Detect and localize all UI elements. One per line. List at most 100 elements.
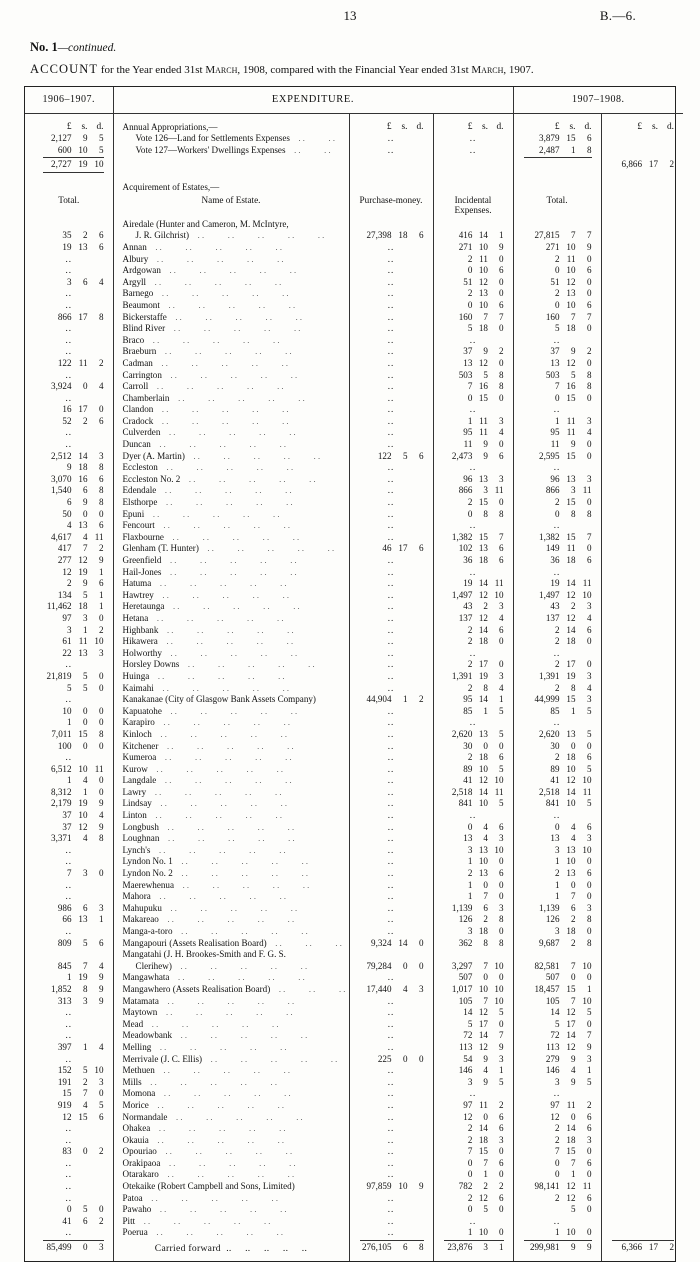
table-row: .. Kanakanae (City of Glasgow Bank Asset…	[25, 694, 683, 706]
estate-purchase-money: ..	[348, 381, 433, 393]
estate-left-total: 83 0 2	[62, 1146, 104, 1157]
estate-purchase-money: ..	[348, 520, 433, 532]
estate-purchase-money: ..	[348, 323, 433, 335]
estate-purchase-money: ..	[348, 462, 433, 474]
expenditure-table-frame: 1906–1907. EXPENDITURE. 1907–1908. £ s. d.…	[24, 86, 683, 1262]
estate-total: 98,141 12 11	[512, 1181, 601, 1193]
estate-incidental: ..	[432, 334, 513, 347]
estate-left-total: ..	[65, 392, 73, 403]
estate-incidental: 507 0 0	[432, 972, 513, 984]
table-row: 1 19 9 Mangawhata .. .. .. .. .. .. 507 0 0 …	[25, 972, 683, 984]
estate-left-total: 152 5 10	[57, 1065, 104, 1076]
estate-incidental: 105 7 10	[432, 995, 513, 1008]
estate-incidental: 271 10 9	[432, 241, 513, 254]
estate-purchase-money: ..	[348, 647, 433, 660]
estate-total: 0 15 0	[512, 392, 601, 405]
estate-name: Kurow .. .. .. .. ..	[112, 763, 349, 776]
estate-left-total: ..	[65, 1053, 73, 1064]
estate-incidental: 97 11 2	[432, 1099, 513, 1112]
annual-block-total-left: 2,727 19 10	[51, 159, 104, 170]
estate-name: Hail-Jones .. .. .. .. ..	[112, 566, 349, 579]
estate-name: Clandon .. .. .. .. ..	[112, 404, 349, 416]
estate-total: 18,457 15 1	[512, 983, 601, 996]
table-row: .. Meadowbank .. .. .. .. .. .. 72 14 7 72…	[25, 1030, 683, 1042]
table-row: 2,512 14 3 Dyer (A. Martin) .. .. .. .. ..…	[25, 450, 683, 463]
estate-name: Annan .. .. .. .. ..	[112, 241, 349, 254]
table-row: 397 1 4 Melling .. .. .. .. .. .. 113 12 9 1…	[25, 1041, 683, 1054]
estate-incidental: 37 9 2	[432, 346, 513, 358]
estate-incidental: 2 14 6	[432, 1123, 513, 1135]
march-2: March	[471, 64, 504, 76]
estate-name: Mangawhata .. .. .. .. ..	[112, 972, 349, 984]
estate-incidental: 2,518 14 11	[432, 786, 513, 799]
estate-name: Poerua .. .. .. .. ..	[112, 1227, 349, 1240]
estate-left-total: 16 17 0	[62, 404, 104, 415]
table-row: .. Poerua .. .. .. .. .. .. 1 10 0 1 10 0	[25, 1227, 683, 1240]
schedule-number-line: No. 1—continued.	[30, 40, 682, 55]
estate-name: Mangapouri (Assets Realisation Board) ..…	[112, 937, 349, 950]
estate-incidental: 1,139 6 3	[432, 902, 513, 915]
estate-left-total: 122 11 2	[57, 357, 104, 368]
estate-purchase-money: ..	[348, 439, 433, 451]
expenditure-table: 1906–1907. EXPENDITURE. 1907–1908. £ s. d.…	[25, 87, 683, 1262]
estate-total: 137 12 4	[512, 612, 601, 625]
estate-name: Kumeroa .. .. .. .. ..	[112, 752, 349, 764]
estate-purchase-money: ..	[348, 659, 433, 671]
column-caption-row: Total. Name of Estate. Purchase-money. I…	[25, 192, 683, 219]
estate-incidental: 95 14 1	[432, 694, 513, 706]
estate-purchase-money: ..	[348, 1099, 433, 1112]
estate-purchase-money: 27,398 18 6	[348, 230, 433, 242]
estate-total: 19 14 11	[512, 578, 601, 590]
estate-purchase-money: ..	[348, 786, 433, 799]
table-row: .. Mead .. .. .. .. .. .. 5 17 0 5 17 0	[25, 1018, 683, 1031]
estate-total: 866 3 11	[512, 485, 601, 498]
estate-total: ..	[512, 810, 601, 822]
estate-left-total: 919 4 5	[57, 1099, 104, 1110]
estate-total: 44,999 15 3	[512, 694, 601, 706]
table-row: 7,011 15 8 Kinloch .. .. .. .. .. .. 2,620…	[25, 728, 683, 741]
table-row: 3,924 0 4 Carroll .. .. .. .. .. .. 7 16 8 7…	[25, 381, 683, 393]
table-row: .. Braco .. .. .. .. .. .. .. ..	[25, 334, 683, 347]
estate-purchase-money: ..	[348, 1227, 433, 1240]
table-row: .. Duncan .. .. .. .. .. .. 11 9 0 11 9 0	[25, 439, 683, 451]
estate-purchase-money: ..	[348, 1215, 433, 1228]
estate-name: Epuni .. .. .. .. ..	[112, 508, 349, 521]
estate-incidental: 146 4 1	[432, 1065, 513, 1077]
estate-name-line2: Clerihew) .. .. .. .. ..	[112, 960, 349, 973]
table-row: 845 7 4 Clerihew) .. .. .. .. .. 79,284 0 0 …	[25, 960, 683, 973]
estate-purchase-money: 79,284 0 0	[348, 960, 433, 973]
table-row: 866 17 8 Bickerstaffe .. .. .. .. .. .. 16…	[25, 311, 683, 324]
estate-name: Maytown .. .. .. .. ..	[112, 1007, 349, 1019]
estate-incidental: 2 18 6	[432, 752, 513, 764]
estate-purchase-money: ..	[348, 473, 433, 486]
header-year-right: 1907–1908.	[512, 87, 683, 114]
estate-left-total: ..	[65, 346, 73, 357]
estate-name: Hatuma .. .. .. .. ..	[112, 578, 349, 590]
estate-purchase-money: ..	[348, 914, 433, 926]
estate-purchase-money: ..	[348, 531, 433, 544]
table-row: .. Manga-a-toro .. .. .. .. .. .. 3 18 0 3…	[25, 926, 683, 938]
estate-purchase-money: ..	[348, 1041, 433, 1054]
estate-purchase-money: ..	[348, 566, 433, 579]
estate-total: 14 12 5	[512, 1007, 601, 1019]
account-title-line: ACCOUNT for the Year ended 31st March, 1…	[30, 62, 682, 77]
estate-total: 7 15 0	[512, 1146, 601, 1158]
annual-rule-row	[25, 156, 683, 160]
estate-incidental: 1,391 19 3	[432, 670, 513, 683]
estate-purchase-money: ..	[348, 1192, 433, 1205]
estate-left-total: ..	[65, 1134, 73, 1145]
estate-name: Lynch's .. .. .. .. ..	[112, 844, 349, 857]
estate-left-total: 4,617 4 11	[51, 531, 104, 542]
estate-name: Pawaho .. .. .. .. ..	[112, 1204, 349, 1216]
estate-left-total: 35 2 6	[62, 230, 104, 241]
table-row: .. Otekaike (Robert Campbell and Sons, L…	[25, 1181, 683, 1193]
estate-purchase-money: ..	[348, 265, 433, 277]
